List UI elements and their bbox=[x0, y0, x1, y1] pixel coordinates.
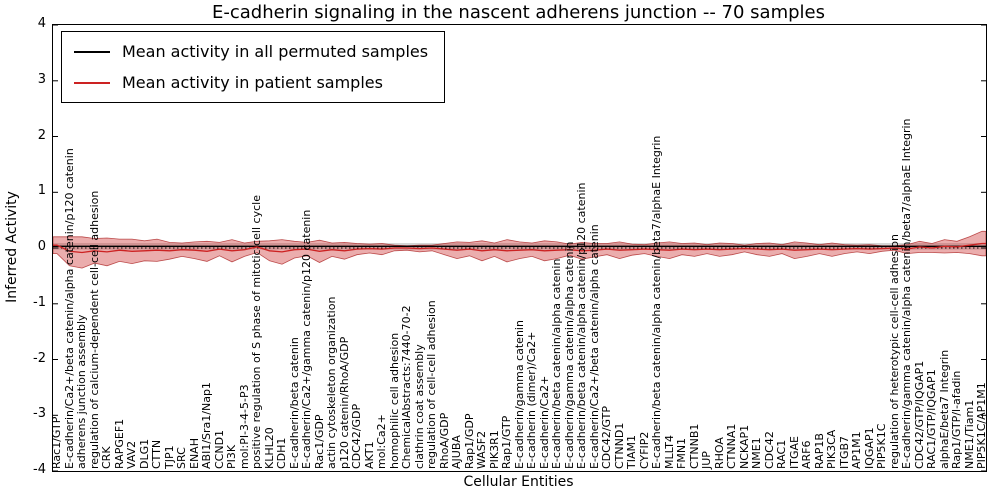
entity-label: AP1M1 bbox=[850, 431, 863, 469]
entity-label: ARF6 bbox=[800, 440, 813, 470]
entity-label: homophilic cell adhesion bbox=[387, 332, 401, 469]
entity-label: CDH1 bbox=[275, 437, 288, 469]
entity-label: actin cytoskeleton organization bbox=[325, 296, 338, 469]
chart-title: E-cadherin signaling in the nascent adhe… bbox=[211, 2, 825, 23]
entity-label: E-cadherin/Ca2+/gamma catenin/p120 caten… bbox=[300, 209, 313, 469]
entity-label: E-cadherin/beta catenin/alpha catenin/be… bbox=[650, 135, 663, 469]
entity-label: ENAH bbox=[187, 438, 201, 469]
entity-label: E-cadherin (dimer)/Ca2+ bbox=[525, 331, 538, 469]
entity-label: Rac1/GTP bbox=[52, 416, 63, 469]
entity-label: RAC1 bbox=[775, 439, 788, 469]
entity-label: E-cadherin/Ca2+/beta catenin/alpha caten… bbox=[587, 224, 601, 469]
entity-label: TJP1 bbox=[162, 445, 176, 469]
entity-label: regulation of heterotypic cell-cell adhe… bbox=[887, 234, 901, 469]
legend-item-label: Mean activity in all permuted samples bbox=[122, 42, 429, 61]
entity-label: CCND1 bbox=[212, 429, 226, 469]
y-tick-label: -1 bbox=[33, 294, 46, 310]
y-tick-label: -4 bbox=[33, 462, 46, 477]
entity-label: PIP5K1C bbox=[875, 423, 888, 469]
entity-label: NME1 bbox=[750, 437, 763, 469]
entity-label: E-cadherin/beta catenin/alpha catenin bbox=[550, 258, 563, 469]
entity-label: clathrin coat assembly bbox=[412, 344, 426, 469]
entity-label: RAC1/GTP/IQGAP1 bbox=[925, 369, 938, 469]
entity-label: E-cadherin/beta catenin bbox=[287, 337, 301, 469]
entity-label: PIK3CA bbox=[825, 429, 838, 469]
plot-area: Rac1/GTP E-cadherin/Ca2+/beta catenin/alp… bbox=[52, 24, 987, 472]
x-axis-label: Cellular Entities bbox=[463, 474, 574, 490]
entity-label: positive regulation of S phase of mitoti… bbox=[250, 195, 263, 469]
y-tick-label: 2 bbox=[37, 127, 46, 143]
entity-label: E-cadherin/Ca2+ bbox=[537, 375, 551, 469]
entity-label: CTNNA1 bbox=[725, 423, 738, 469]
y-tick-label: 3 bbox=[37, 71, 46, 87]
entity-label: Rap1/GDP bbox=[462, 413, 476, 469]
entity-label: ITGB7 bbox=[837, 435, 851, 469]
legend-item-label: Mean activity in patient samples bbox=[122, 73, 383, 92]
entity-label: RAP1B bbox=[812, 433, 826, 469]
entity-label: TIAM1 bbox=[625, 435, 638, 469]
entity-label: Rac1/GDP bbox=[312, 414, 326, 469]
entity-label: mol:PI-3-4-5-P3 bbox=[237, 384, 251, 469]
entity-label: regulation of calcium-dependent cell-cel… bbox=[87, 190, 101, 469]
legend-item: Mean activity in patient samples bbox=[74, 73, 428, 92]
entity-label: CDC42/GTP bbox=[600, 405, 613, 469]
entity-label: E-cadherin/beta catenin/alpha catenin/p1… bbox=[575, 182, 588, 469]
y-tick-label: 4 bbox=[37, 16, 46, 31]
legend: Mean activity in all permuted samples Mea… bbox=[61, 31, 446, 103]
entity-label: regulation of cell-cell adhesion bbox=[425, 300, 438, 469]
legend-item: Mean activity in all permuted samples bbox=[74, 42, 428, 61]
entity-label: CDC42/GDP bbox=[350, 403, 363, 469]
entity-label: CTTN bbox=[150, 439, 163, 469]
entity-label: ITGAE bbox=[787, 436, 801, 469]
entity-label: PIP5K1C/AP1M1 bbox=[975, 382, 987, 469]
entity-label: WASF2 bbox=[475, 430, 488, 469]
entity-label: KLHL20 bbox=[262, 427, 276, 469]
entity-label: E-cadherin/gamma catenin/alpha catenin/b… bbox=[900, 118, 913, 470]
y-tick-label: 0 bbox=[37, 239, 46, 254]
entity-label: MLLT4 bbox=[662, 435, 676, 469]
legend-line-swatch bbox=[74, 50, 110, 53]
chart-canvas bbox=[53, 25, 986, 471]
entity-label: CTNNB1 bbox=[687, 423, 701, 469]
entity-label: adherens junction assembly bbox=[75, 314, 88, 469]
entity-label: CDC42/GTP/IQGAP1 bbox=[912, 360, 926, 469]
y-tick-label: -3 bbox=[33, 406, 46, 422]
entity-label: alphaE/beta7 Integrin bbox=[937, 349, 951, 469]
entity-label: E-cadherin/gamma catenin bbox=[512, 320, 526, 469]
y-tick-label: 1 bbox=[37, 183, 46, 199]
entity-label: ABI1/Sra1/Nap1 bbox=[200, 382, 213, 469]
entity-label: JUP bbox=[700, 451, 713, 469]
entity-label: IQGAP1 bbox=[862, 427, 876, 469]
entity-label: p120 catenin/RhoA/GDP bbox=[337, 336, 351, 469]
entity-label: Rap1/GTP bbox=[500, 415, 513, 469]
entity-label: E-cadherin/gamma catenin/alpha catenin bbox=[562, 241, 576, 469]
entity-label: E-cadherin/Ca2+/beta catenin/alpha caten… bbox=[62, 148, 76, 469]
entity-label: mol:Ca2+ bbox=[375, 414, 388, 469]
entity-label: VAV2 bbox=[125, 440, 138, 469]
entity-label: CYFIP2 bbox=[637, 431, 651, 469]
entity-label: FMN1 bbox=[675, 437, 688, 469]
entity-label: RHOA bbox=[712, 437, 726, 469]
legend-line-swatch bbox=[74, 81, 110, 84]
entity-label: PIK3R1 bbox=[487, 430, 501, 469]
entity-label: CDC42 bbox=[762, 431, 776, 469]
entity-label: ChemicalAbstracts:7440-70-2 bbox=[400, 305, 413, 469]
entity-label: NME1/Tiam1 bbox=[962, 399, 976, 469]
entity-label: RhoA/GDP bbox=[437, 412, 451, 469]
entity-label: CTNND1 bbox=[612, 422, 626, 469]
entity-label: CRK bbox=[100, 446, 113, 469]
entity-label: PI3K bbox=[225, 444, 238, 469]
entity-label: AJUBA bbox=[450, 435, 463, 469]
entity-label: Rap1/GTP/l-afadin bbox=[950, 370, 963, 469]
patient-mean-line bbox=[53, 242, 986, 254]
entity-label: DLG1 bbox=[137, 438, 151, 469]
y-tick-label: -2 bbox=[33, 350, 46, 366]
entity-label: NCKAP1 bbox=[737, 424, 751, 469]
entity-label: RAPGEF1 bbox=[112, 418, 126, 469]
entity-label: SRC bbox=[175, 447, 188, 469]
entity-label: AKT1 bbox=[362, 441, 376, 469]
